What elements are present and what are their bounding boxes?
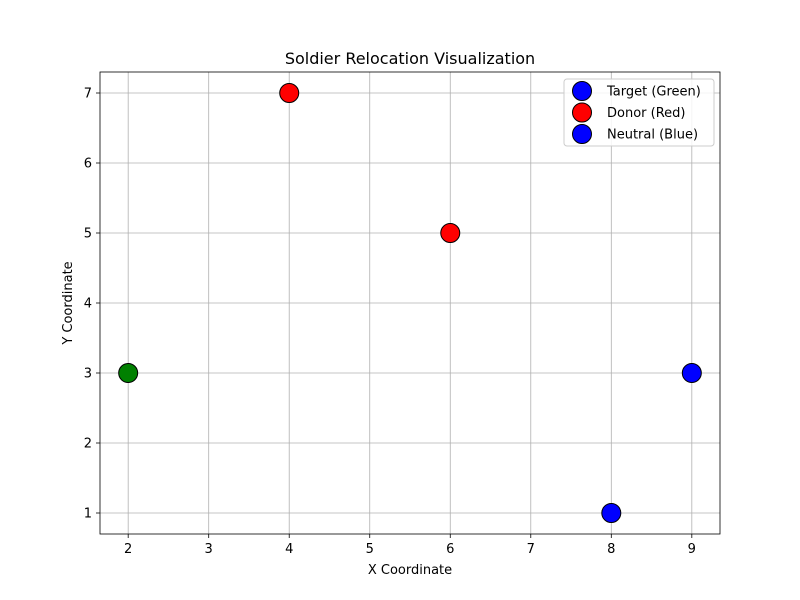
legend-items: Target (Green) Donor (Red) Neutral (Blue) (572, 81, 701, 144)
chart-title: Soldier Relocation Visualization (285, 49, 535, 68)
y-tick-label: 5 (84, 227, 92, 242)
y-tick-label: 6 (84, 157, 92, 172)
grid-lines (100, 72, 720, 534)
legend-marker (572, 81, 592, 101)
legend-label: Neutral (Blue) (607, 128, 698, 143)
x-axis-label: X Coordinate (368, 563, 452, 578)
y-axis-ticks: 1 2 3 4 5 6 7 (84, 87, 100, 522)
legend-label: Target (Green) (606, 85, 701, 100)
y-tick-label: 3 (84, 367, 92, 382)
legend-marker (572, 124, 592, 144)
x-tick-label: 5 (366, 542, 374, 557)
data-points (118, 83, 702, 523)
x-tick-label: 3 (205, 542, 213, 557)
x-axis-ticks: 2 3 4 5 6 7 8 9 (124, 534, 696, 557)
x-tick-label: 4 (285, 542, 293, 557)
legend-label: Donor (Red) (607, 106, 685, 121)
x-tick-label: 6 (446, 542, 454, 557)
legend-marker (572, 102, 592, 123)
data-point (279, 83, 300, 103)
y-tick-label: 7 (84, 87, 92, 102)
x-tick-label: 9 (688, 542, 696, 557)
legend-box (563, 78, 715, 147)
data-point (118, 363, 139, 383)
legend: Target (Green) Donor (Red) Neutral (Blue) (563, 78, 715, 147)
data-point (601, 503, 622, 523)
data-point (681, 363, 702, 383)
y-tick-label: 1 (84, 507, 92, 522)
x-tick-label: 7 (527, 542, 535, 557)
y-tick-label: 4 (84, 297, 92, 312)
y-axis-label: Y Coordinate (61, 261, 76, 345)
data-point (440, 223, 461, 243)
y-tick-label: 2 (84, 437, 92, 452)
x-tick-label: 2 (124, 542, 132, 557)
x-tick-label: 8 (607, 542, 615, 557)
